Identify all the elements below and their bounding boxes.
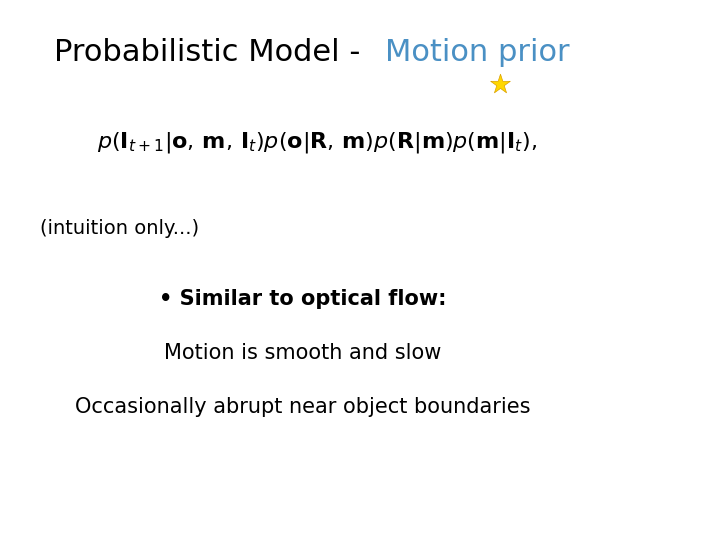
Text: Occasionally abrupt near object boundaries: Occasionally abrupt near object boundari…	[75, 397, 530, 417]
Text: (intuition only...): (intuition only...)	[40, 219, 199, 238]
Text: Motion prior: Motion prior	[385, 38, 570, 67]
Text: Motion is smooth and slow: Motion is smooth and slow	[163, 343, 441, 363]
Text: • Similar to optical flow:: • Similar to optical flow:	[158, 289, 446, 309]
Text: Probabilistic Model -: Probabilistic Model -	[54, 38, 370, 67]
Text: $p(\mathbf{I}_{t+1}|\mathbf{o},\, \mathbf{m},\, \mathbf{I}_t)p(\mathbf{o}|\mathb: $p(\mathbf{I}_{t+1}|\mathbf{o},\, \mathb…	[96, 130, 537, 154]
Point	[495, 79, 506, 88]
